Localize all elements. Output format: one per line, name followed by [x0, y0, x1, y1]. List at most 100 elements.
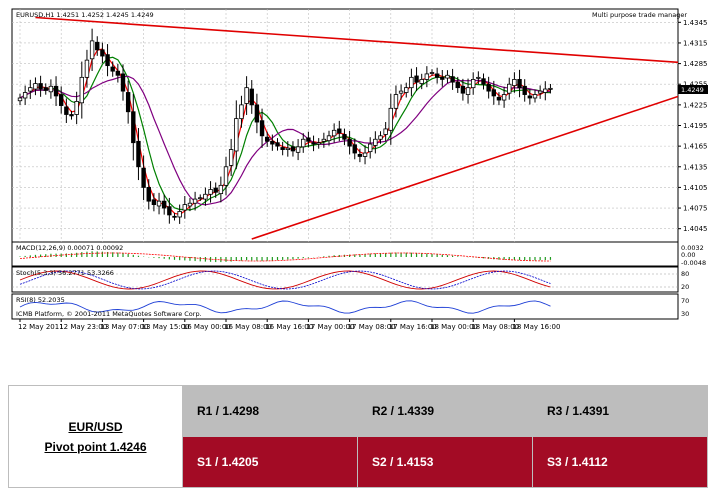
- bull-candle: [28, 87, 33, 92]
- macd-scale-bottom: -0.0048: [681, 259, 706, 267]
- rsi-label: RSI(8) 52.2035: [16, 296, 65, 304]
- indicator-panels: [12, 251, 678, 314]
- r2-cell: R2 / 1.4339: [357, 385, 533, 437]
- bear-candle: [64, 106, 69, 115]
- bear-candle: [167, 206, 172, 216]
- bull-candle: [89, 40, 95, 60]
- bull-candle: [156, 200, 162, 207]
- stoch-panel-frame: [11, 266, 679, 293]
- bull-candle: [301, 138, 306, 148]
- bull-candle: [48, 85, 54, 93]
- y-tick-label: 1.4045: [683, 225, 708, 233]
- bear-candle: [146, 187, 151, 202]
- y-tick-label: 1.4105: [683, 184, 708, 192]
- bear-candle: [136, 140, 141, 168]
- y-tick-label: 1.4285: [683, 60, 708, 68]
- bear-candle: [460, 85, 466, 94]
- rsi-panel-frame: [11, 293, 679, 320]
- bull-candle: [419, 79, 424, 84]
- bull-candle: [537, 90, 543, 94]
- bull-candle: [548, 87, 553, 90]
- x-tick-label: 13 May 15:00: [142, 323, 190, 331]
- x-tick-label: 12 May 2011: [18, 323, 64, 331]
- bear-candle: [522, 85, 527, 95]
- x-tick-label: 16 May 16:00: [265, 323, 313, 331]
- x-tick-label: 18 May 16:00: [512, 323, 560, 331]
- bear-candle: [172, 215, 177, 218]
- y-tick-label: 1.4075: [683, 205, 708, 213]
- bull-candle: [74, 101, 79, 115]
- bear-candle: [311, 142, 316, 145]
- stoch-scale-20: 20: [681, 283, 689, 291]
- bull-candle: [429, 72, 435, 74]
- bull-candle: [198, 197, 203, 200]
- bear-candle: [161, 200, 167, 209]
- bull-candle: [321, 138, 327, 142]
- bull-candle: [367, 143, 373, 153]
- bear-candle: [264, 136, 270, 142]
- pivot-table: EUR/USD Pivot point 1.4246 R1 / 1.4298 R…: [8, 385, 708, 488]
- grid-lines: [12, 9, 678, 242]
- bull-candle: [532, 94, 538, 99]
- slow-ma-line: [19, 75, 551, 206]
- macd-scale-top: 0.0032: [681, 244, 704, 252]
- bull-candle: [203, 193, 208, 200]
- bull-candle: [33, 83, 38, 90]
- y-tick-label: 1.4255: [683, 81, 708, 89]
- bull-candle: [228, 149, 234, 166]
- bear-candle: [151, 199, 157, 206]
- bull-candle: [465, 87, 471, 95]
- x-tick-label: 16 May 00:00: [183, 323, 231, 331]
- r1-cell: R1 / 1.4298: [182, 385, 358, 437]
- bear-candle: [342, 134, 347, 140]
- bull-candle: [22, 92, 28, 99]
- price-chart: 1.4345 1.4315 1.4285 1.4255 1.4225 1.4195 1.41…: [11, 8, 708, 331]
- bear-candle: [69, 114, 74, 117]
- bull-candle: [383, 128, 388, 135]
- copyright-text: ICMB Platform, © 2001-2011 MetaQuotes So…: [16, 310, 202, 318]
- bear-candle: [486, 83, 491, 92]
- bear-candle: [95, 41, 100, 51]
- bear-candle: [491, 89, 496, 97]
- s1-cell: S1 / 1.4205: [182, 436, 358, 488]
- bear-candle: [38, 83, 43, 90]
- bear-candle: [141, 167, 146, 188]
- s3-cell: S3 / 1.4112: [532, 436, 708, 488]
- x-tick-label: 17 May 16:00: [389, 323, 437, 331]
- bull-candle: [177, 211, 182, 218]
- pivot-title-cell: EUR/USD Pivot point 1.4246: [8, 385, 183, 488]
- bull-candle: [218, 184, 224, 195]
- chart-svg: 1.4345 1.4315 1.4285 1.4255 1.4225 1.4195 1.41…: [11, 8, 708, 331]
- bear-candle: [290, 146, 296, 152]
- trendline: [35, 16, 678, 64]
- y-axis-ticks: 1.4345 1.4315 1.4285 1.4255 1.4225 1.4195 1.41…: [678, 19, 708, 233]
- bear-candle: [115, 70, 121, 76]
- bear-candle: [434, 73, 440, 78]
- bull-candle: [398, 90, 404, 94]
- y-tick-label: 1.4165: [683, 143, 708, 151]
- bear-candle: [213, 187, 218, 193]
- bull-candle: [378, 135, 383, 140]
- bear-candle: [59, 94, 64, 106]
- bear-candle: [481, 78, 486, 85]
- bull-candle: [331, 129, 337, 137]
- macd-scale-mid: 0.00: [681, 251, 695, 259]
- current-price-label: 1.4249: [681, 86, 704, 94]
- bull-candle: [316, 142, 321, 145]
- bear-candle: [254, 104, 260, 123]
- bear-candle: [347, 138, 352, 147]
- bull-candle: [285, 147, 290, 150]
- bear-candle: [275, 142, 280, 147]
- bull-candle: [239, 104, 244, 120]
- candles: [17, 28, 553, 224]
- x-tick-label: 13 May 07:00: [100, 323, 148, 331]
- bull-candle: [445, 74, 450, 79]
- bear-candle: [280, 147, 285, 150]
- bull-candle: [409, 76, 414, 89]
- macd-label: MACD(12,26,9) 0.00071 0.00092: [16, 244, 123, 252]
- stoch-scale-80: 80: [681, 270, 689, 278]
- macd-signal-line: [19, 252, 551, 262]
- bull-candle: [84, 59, 90, 78]
- bear-candle: [414, 75, 419, 83]
